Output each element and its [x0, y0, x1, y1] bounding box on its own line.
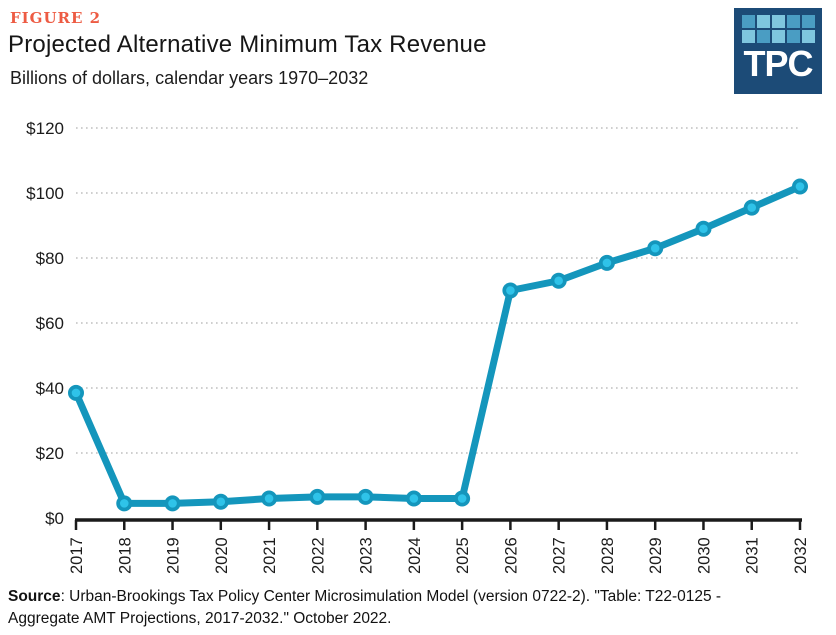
data-point-core	[650, 243, 660, 253]
data-point-core	[409, 494, 419, 503]
y-axis-tick-label: $0	[45, 509, 64, 528]
x-axis-tick-label: 2027	[551, 537, 569, 574]
source-text: : Urban-Brookings Tax Policy Center Micr…	[8, 588, 722, 627]
x-axis-tick-label: 2028	[599, 537, 617, 574]
data-point-core	[119, 499, 129, 508]
logo-square	[756, 30, 770, 43]
y-axis-tick-label: $80	[36, 249, 64, 268]
logo-square	[741, 30, 755, 43]
x-axis-tick-label: 2030	[695, 537, 713, 574]
x-axis-tick-label: 2022	[309, 537, 327, 574]
x-axis-tick-label: 2031	[744, 537, 762, 574]
data-point-core	[506, 286, 515, 295]
data-point-core	[313, 492, 322, 502]
logo-square	[786, 15, 800, 28]
logo-square	[801, 30, 815, 43]
data-point-core	[699, 224, 708, 234]
source-label: Source	[8, 588, 61, 605]
chart-subtitle: Billions of dollars, calendar years 1970…	[10, 68, 369, 88]
data-point-core	[795, 182, 805, 191]
x-axis-tick-label: 2026	[502, 537, 520, 574]
source-note: Source: Urban-Brookings Tax Policy Cente…	[8, 586, 763, 630]
y-axis-tick-label: $120	[26, 119, 64, 138]
tpc-logo: TPC	[734, 8, 822, 94]
y-axis-tick-label: $20	[36, 444, 64, 463]
x-axis-tick-label: 2032	[792, 537, 810, 574]
tpc-logo-squares	[741, 15, 815, 43]
tpc-logo-text: TPC	[743, 43, 814, 84]
x-axis-tick-label: 2020	[213, 537, 231, 574]
logo-square	[771, 15, 785, 28]
data-point-core	[216, 497, 226, 507]
y-axis-tick-label: $100	[26, 184, 64, 203]
page-title: Projected Alternative Minimum Tax Revenu…	[8, 31, 487, 58]
data-point-core	[71, 388, 81, 398]
logo-square	[771, 30, 785, 43]
data-point-core	[602, 258, 612, 268]
data-point-core	[264, 494, 274, 503]
x-axis-tick-label: 2019	[165, 537, 183, 574]
revenue-line	[72, 183, 804, 507]
x-axis-tick-label: 2023	[358, 537, 376, 574]
data-point-core	[457, 494, 467, 503]
logo-square	[786, 30, 800, 43]
data-point-core	[168, 499, 177, 508]
x-axis-tick-label: 2025	[454, 537, 472, 574]
figure-number-label: FIGURE 2	[10, 9, 102, 27]
x-axis-tick-label: 2018	[116, 537, 134, 574]
logo-square	[756, 15, 770, 28]
data-point-core	[747, 203, 757, 212]
data-point-core	[554, 276, 563, 286]
x-axis-tick-label: 2021	[261, 537, 279, 574]
y-axis-tick-label: $60	[36, 314, 64, 333]
data-point-core	[361, 492, 370, 502]
x-axis-tick-label: 2029	[647, 537, 665, 574]
logo-square	[801, 15, 815, 28]
x-axis-tick-label: 2024	[406, 537, 424, 574]
logo-square	[741, 15, 755, 28]
x-axis-tick-label: 2017	[68, 537, 86, 574]
y-axis-tick-label: $40	[36, 379, 64, 398]
amt-revenue-line-chart: $0 $20 $40 $60 $80 $100 $120 2017 2018 2019 2020 20…	[26, 119, 810, 574]
